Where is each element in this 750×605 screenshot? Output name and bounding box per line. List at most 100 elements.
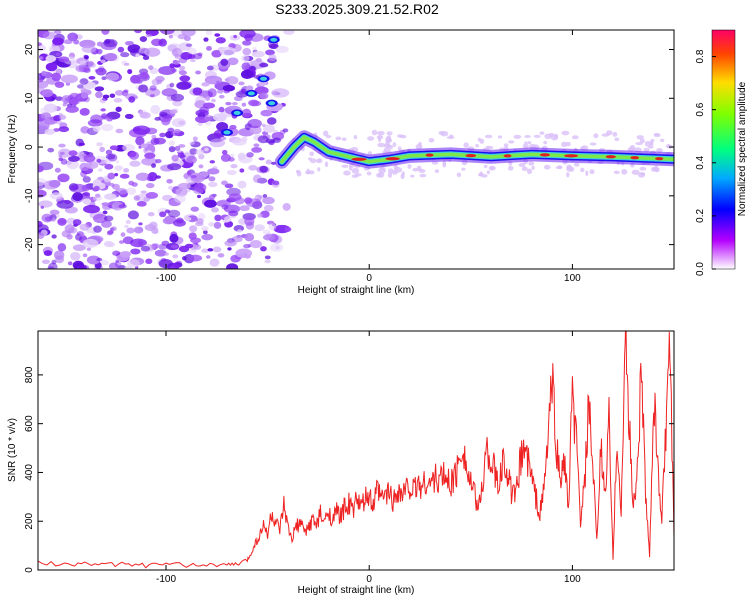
- spectrogram-noise-cell: [239, 30, 256, 39]
- spectrogram-noise-cell: [178, 144, 186, 148]
- spectrogram-noise-cell: [100, 59, 106, 64]
- spectrogram-noise-cell: [59, 114, 67, 120]
- spectrogram-noise-cell: [114, 172, 119, 177]
- spectrogram-noise-cell: [145, 258, 153, 265]
- spectrogram-noise-cell: [266, 117, 277, 125]
- spectrogram-noise-cell: [82, 176, 91, 183]
- spectrogram-noise-cell: [247, 118, 262, 129]
- spectrogram-noise-cell: [107, 230, 114, 235]
- spectrogram-noise-cell: [483, 164, 488, 168]
- spectrogram-noise-cell: [218, 106, 225, 113]
- spectrogram-noise-cell: [80, 87, 87, 94]
- spectrogram-noise-cell: [477, 137, 482, 142]
- spectrogram-noise-cell: [241, 62, 251, 71]
- spectrogram-noise-cell: [68, 155, 80, 162]
- spectrogram-noise-cell: [87, 61, 94, 67]
- spectrogram-noise-cell: [58, 56, 70, 63]
- spectrogram-noise-cell: [56, 214, 60, 218]
- spectrogram-noise-cell: [214, 33, 221, 37]
- spectrogram-noise-cell: [83, 204, 100, 214]
- spectrogram-noise-cell: [508, 140, 515, 144]
- spectrogram-noise-cell: [217, 253, 225, 258]
- spectrogram-noise-cell: [589, 142, 597, 146]
- spectrogram-noise-cell: [366, 171, 372, 176]
- spectrogram-noise-cell: [101, 202, 110, 207]
- spectrogram-noise-cell: [93, 185, 100, 192]
- snr-y-tick-label: 600: [24, 415, 35, 432]
- spectrogram-noise-cell: [204, 114, 213, 121]
- spectrogram-noise-cell: [92, 213, 108, 224]
- spectrogram-noise-cell: [129, 238, 147, 248]
- spectrogram-noise-cell: [190, 206, 199, 212]
- snr-frame: [37, 330, 675, 571]
- spectrogram-noise-cell: [579, 146, 586, 150]
- band-core-peak: [351, 157, 367, 161]
- spectrogram-noise-cell: [60, 74, 78, 84]
- spectrogram-noise-cell: [159, 211, 167, 218]
- spectrogram-noise-cell: [367, 136, 375, 141]
- spectrogram-noise-cell: [79, 107, 90, 116]
- spectrogram-noise-cell: [237, 180, 247, 189]
- spectrogram-noise-cell: [225, 76, 239, 85]
- spectrogram-y-tick-label: 20: [24, 44, 35, 56]
- spectrogram-noise-cell: [166, 179, 173, 184]
- spectrogram-noise-cell: [126, 187, 137, 195]
- spectrogram-noise-cell: [184, 243, 194, 249]
- colorbar-tick-label: 0.0: [695, 262, 706, 276]
- spectrogram-noise-cell: [573, 162, 580, 167]
- spectrogram-noise-cell: [235, 248, 253, 258]
- spectrogram-noise-cell: [209, 258, 220, 267]
- spectrogram-noise-cell: [113, 97, 123, 103]
- spectrogram-noise-cell: [192, 53, 203, 60]
- spectrogram-noise-cell: [123, 168, 130, 173]
- spectrogram-noise-cell: [104, 163, 114, 170]
- spectrogram-noise-cell: [182, 256, 187, 261]
- spectrogram-noise-cell: [96, 257, 103, 262]
- spectrogram-noise-cell: [206, 65, 214, 71]
- spectrogram-noise-cell: [341, 137, 347, 141]
- spectrogram-noise-cell: [322, 130, 329, 137]
- spectrogram-noise-cell: [159, 111, 168, 117]
- spectrogram-noise-cell: [260, 246, 267, 252]
- spectrogram-noise-cell: [264, 259, 271, 264]
- spectrogram-noise-cell: [507, 165, 514, 171]
- spectrogram-noise-cell: [188, 141, 195, 145]
- spectrogram-noise-cell: [259, 92, 269, 100]
- spectrogram-noise-cell: [183, 151, 191, 157]
- spectrogram-noise-cell: [58, 143, 66, 148]
- spectrogram-noise-cell: [237, 229, 243, 233]
- spectrogram-noise-cell: [195, 149, 205, 155]
- spectrogram-noise-cell: [40, 112, 52, 120]
- spectrogram-noise-cell: [392, 142, 397, 148]
- spectrogram-noise-cell: [67, 32, 79, 42]
- spectrogram-noise-cell: [612, 131, 618, 137]
- spectrogram-noise-cell: [160, 30, 175, 35]
- spectrogram-noise-cell: [245, 198, 262, 208]
- spectrogram-noise-cell: [257, 213, 263, 218]
- spectrogram-noise-cell: [440, 130, 449, 137]
- spectrogram-noise-cell: [539, 131, 545, 135]
- spectrogram-noise-cell: [165, 89, 171, 95]
- spectrogram-noise-cell: [38, 121, 50, 130]
- spectrogram-noise-cell: [171, 154, 179, 162]
- spectrogram-noise-cell: [652, 167, 660, 172]
- spectrogram-noise-cell: [260, 87, 266, 92]
- band-core-peak: [564, 154, 579, 158]
- spectrogram-noise-cell: [115, 259, 120, 263]
- colorbar-tick-label: 0.6: [695, 102, 706, 116]
- spectrogram-noise-cell: [226, 263, 239, 269]
- spectrogram-noise-cell: [561, 141, 568, 148]
- spectrogram-noise-cell: [128, 180, 135, 186]
- colorbar-tick-label: 0.4: [695, 155, 706, 169]
- spectrogram-noise-cell: [109, 182, 115, 187]
- spectrogram-noise-cell: [149, 85, 157, 91]
- spectrogram-noise-cell: [120, 232, 126, 238]
- band-core-peak: [503, 154, 512, 158]
- spectrogram-noise-cell: [63, 39, 73, 45]
- spectrogram-noise-cell: [571, 135, 579, 140]
- spectrogram-noise-cell: [412, 167, 419, 172]
- spectrogram-noise-cell: [317, 167, 321, 172]
- spectrogram-noise-cell: [544, 133, 552, 140]
- snr-ylabel: SNR (10 * v/v): [7, 418, 18, 482]
